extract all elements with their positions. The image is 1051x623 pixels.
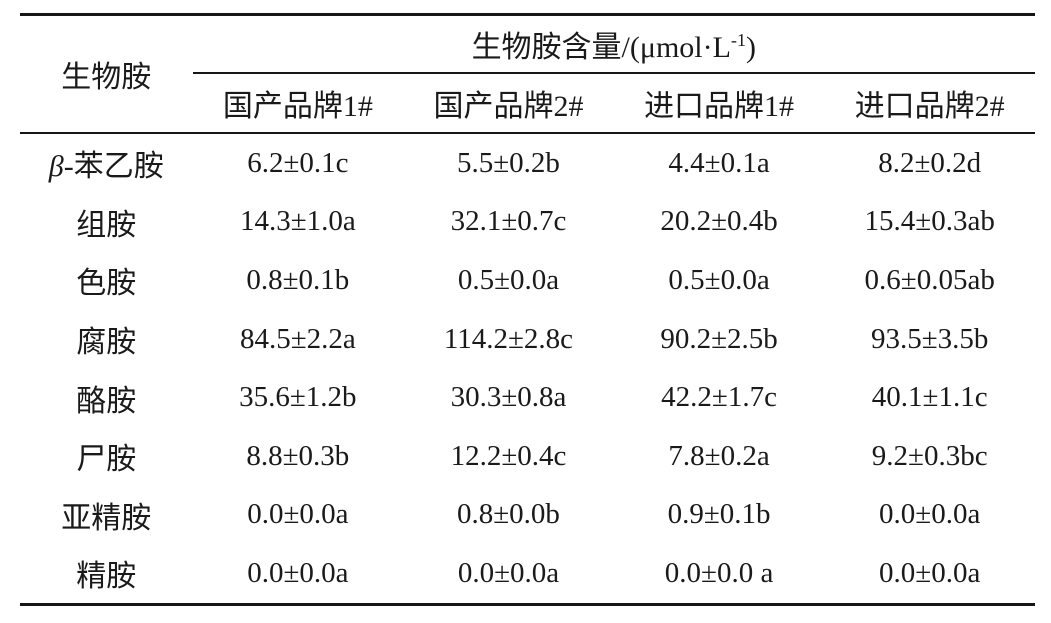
table-header: 生物胺 生物胺含量/(μmol·L-1) 国产品牌1# 国产品牌2# 进口品牌1# 进… bbox=[20, 14, 1035, 134]
table-row: β-苯乙胺 6.2±0.1c 5.5±0.2b 4.4±0.1a 8.2±0.2d bbox=[20, 133, 1035, 193]
value-cell: 93.5±3.5b bbox=[870, 322, 989, 355]
group-header-content-unit: 生物胺含量/(μmol·L-1) bbox=[192, 14, 1035, 74]
value-cell: 7.8±0.2a bbox=[668, 439, 770, 472]
table-row: 尸胺 8.8±0.3b 12.2±0.4c 7.8±0.2a 9.2±0.3bc bbox=[20, 427, 1035, 486]
value-cell: 35.6±1.2b bbox=[239, 381, 357, 414]
table-row: 酪胺 35.6±1.2b 30.3±0.8a 42.2±1.7c 40.1±1.1c bbox=[20, 368, 1035, 427]
beta-glyph: β bbox=[48, 150, 64, 184]
value-cell: 84.5±2.2a bbox=[239, 322, 356, 355]
column-header-2: 国产品牌2# bbox=[403, 73, 614, 134]
biogenic-amine-table: 生物胺 生物胺含量/(μmol·L-1) 国产品牌1# 国产品牌2# 进口品牌1# 进… bbox=[20, 13, 1035, 606]
value-cell: 114.2±2.8c bbox=[443, 322, 574, 355]
row-label: 色胺 bbox=[76, 267, 137, 301]
column-header-1: 国产品牌1# bbox=[192, 73, 404, 134]
value-cell: 0.0±0.0 a bbox=[664, 556, 774, 589]
column-header-4: 进口品牌2# bbox=[824, 73, 1035, 134]
value-cell: 8.2±0.2d bbox=[878, 146, 982, 179]
value-cell: 40.1±1.1c bbox=[871, 381, 988, 414]
table-row: 组胺 14.3±1.0a 32.1±0.7c 20.2±0.4b 15.4±0.3ab bbox=[20, 193, 1035, 252]
unit-suffix: ) bbox=[745, 31, 756, 64]
value-cell: 12.2±0.4c bbox=[450, 439, 567, 472]
value-cell: 8.8±0.3b bbox=[246, 439, 350, 472]
value-cell: 0.5±0.0a bbox=[457, 263, 560, 296]
row-label: 酪胺 bbox=[76, 384, 137, 418]
table-row: 腐胺 84.5±2.2a 114.2±2.8c 90.2±2.5b 93.5±3.5b bbox=[20, 310, 1035, 369]
value-cell: 15.4±0.3ab bbox=[864, 205, 995, 238]
table-row: 色胺 0.8±0.1b 0.5±0.0a 0.5±0.0a 0.6±0.05ab bbox=[20, 251, 1035, 310]
unit-prefix: 生物胺含量/(μmol·L bbox=[471, 31, 731, 64]
table-row: 亚精胺 0.0±0.0a 0.8±0.0b 0.9±0.1b 0.0±0.0a bbox=[20, 486, 1035, 545]
value-cell: 0.0±0.0a bbox=[247, 498, 349, 531]
corner-header-biogenic-amine: 生物胺 bbox=[20, 14, 193, 134]
value-cell: 0.0±0.0a bbox=[879, 556, 981, 589]
table-body: β-苯乙胺 6.2±0.1c 5.5±0.2b 4.4±0.1a 8.2±0.2d 组胺 1… bbox=[20, 133, 1035, 604]
row-label: β-苯乙胺 bbox=[48, 150, 164, 184]
group-header-row: 生物胺 生物胺含量/(μmol·L-1) bbox=[20, 14, 1035, 134]
column-header-row: 国产品牌1# 国产品牌2# 进口品牌1# 进口品牌2# bbox=[20, 73, 1035, 134]
value-cell: 0.8±0.1b bbox=[246, 263, 350, 296]
row-label: 尸胺 bbox=[76, 443, 137, 477]
value-cell: 14.3±1.0a bbox=[239, 205, 356, 238]
row-label: 组胺 bbox=[76, 208, 137, 242]
value-cell: 0.0±0.0a bbox=[247, 556, 349, 589]
value-cell: 4.4±0.1a bbox=[668, 146, 770, 179]
value-cell: 20.2±0.4b bbox=[660, 205, 778, 238]
value-cell: 0.5±0.0a bbox=[668, 263, 770, 296]
value-cell: 32.1±0.7c bbox=[450, 205, 567, 238]
value-cell: 0.9±0.1b bbox=[667, 498, 771, 531]
value-cell: 0.8±0.0b bbox=[457, 498, 560, 531]
value-cell: 9.2±0.3bc bbox=[871, 439, 988, 472]
value-cell: 0.0±0.0a bbox=[457, 556, 560, 589]
row-label: 亚精胺 bbox=[61, 501, 152, 535]
column-header-3: 进口品牌1# bbox=[613, 73, 825, 134]
value-cell: 30.3±0.8a bbox=[450, 381, 567, 414]
value-cell: 6.2±0.1c bbox=[247, 146, 349, 179]
value-cell: 42.2±1.7c bbox=[661, 381, 777, 414]
value-cell: 0.0±0.0a bbox=[879, 498, 981, 531]
value-cell: 5.5±0.2b bbox=[457, 146, 560, 179]
value-cell: 0.6±0.05ab bbox=[864, 263, 995, 296]
row-label: 腐胺 bbox=[76, 326, 137, 360]
table-row: 精胺 0.0±0.0a 0.0±0.0a 0.0±0.0 a 0.0±0.0a bbox=[20, 544, 1035, 604]
row-label: 精胺 bbox=[76, 560, 137, 594]
value-cell: 90.2±2.5b bbox=[660, 322, 778, 355]
unit-superscript: -1 bbox=[730, 30, 746, 50]
